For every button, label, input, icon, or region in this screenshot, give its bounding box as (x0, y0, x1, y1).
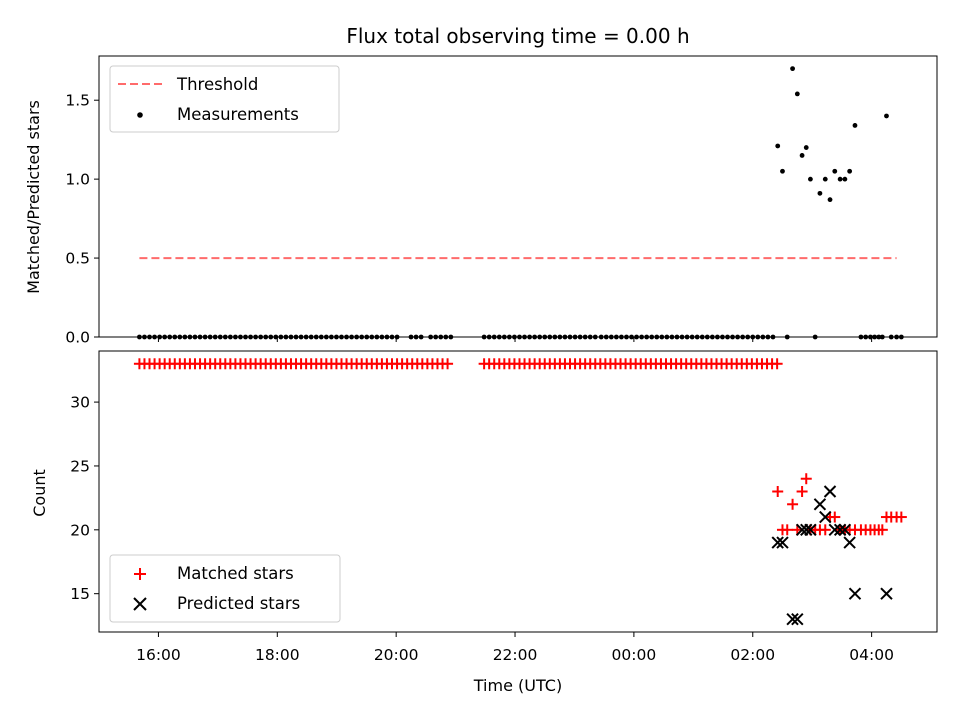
measurement-point (808, 176, 813, 182)
legend-threshold-label: Threshold (176, 75, 258, 94)
legend-predicted-swatch (133, 597, 147, 611)
bottom-x-tick-label: 20:00 (374, 646, 419, 664)
matched-star-marker (876, 524, 888, 536)
measurement-point (822, 176, 828, 182)
top-panel: 0.0 0.5 1.0 1.5 Matched/Predicted stars Thr… (24, 55, 938, 347)
legend-matched-swatch (134, 568, 146, 580)
bottom-x-ticks: 16:00 18:00 20:00 22:00 00:00 02:00 04:00 (136, 632, 894, 664)
bottom-x-tick-label: 04:00 (849, 646, 894, 664)
bottom-legend-box (109, 554, 341, 623)
predicted-star-marker (771, 536, 784, 549)
bottom-y-tick-label: 15 (70, 585, 90, 603)
bottom-y-ticks: 15 20 25 30 (70, 394, 99, 603)
predicted-star-marker (823, 485, 837, 498)
measurement-point (837, 176, 843, 182)
matched-star-marker (800, 473, 812, 485)
top-y-tick-label: 1.5 (65, 92, 90, 110)
matched-star-marker (771, 358, 783, 370)
bottom-legend: Matched stars Predicted stars (109, 554, 341, 623)
top-legend-box (109, 65, 340, 133)
matched-star-marker (796, 486, 808, 497)
predicted-star-marker (804, 523, 817, 537)
matched-star-marker (442, 358, 454, 370)
top-y-axis-label: Matched/Predicted stars (24, 100, 43, 294)
top-axes-frame (98, 55, 938, 338)
bottom-x-tick-label: 18:00 (255, 646, 300, 664)
top-x-ticks (157, 337, 873, 342)
bottom-y-axis-label: Count (30, 469, 49, 517)
legend-matched-label: Matched stars (177, 564, 294, 583)
measurement-point (842, 176, 848, 182)
measurement-point (775, 143, 781, 149)
bottom-x-tick-label: 22:00 (493, 646, 538, 664)
predicted-star-marker (838, 523, 852, 537)
top-legend: Threshold Measurements (109, 65, 340, 133)
measurement-point (847, 168, 853, 174)
measurement-point (794, 91, 800, 97)
x-axis-label: Time (UTC) (473, 676, 562, 695)
predicted-star-marker (786, 613, 799, 626)
predicted-star-marker (791, 613, 804, 626)
legend-measurements-label: Measurements (177, 105, 299, 124)
bottom-y-tick-label: 20 (70, 521, 90, 539)
bottom-x-tick-label: 16:00 (136, 646, 181, 664)
matched-star-marker (829, 511, 841, 523)
predicted-star-marker (833, 523, 847, 537)
measurement-point (884, 113, 889, 119)
measurement-point (832, 168, 838, 174)
measurement-point (817, 190, 823, 196)
measurement-point (780, 168, 785, 174)
top-y-tick-label: 0.0 (65, 329, 90, 347)
measurement-point (790, 66, 795, 72)
top-y-tick-label: 1.0 (65, 171, 90, 189)
measurement-point (803, 145, 809, 150)
bottom-x-tick-label: 00:00 (612, 646, 657, 664)
bottom-y-tick-label: 30 (70, 394, 90, 412)
predicted-star-marker (776, 536, 789, 549)
bottom-panel: 16:00 18:00 20:00 22:00 00:00 02:00 04:00 15 20… (30, 350, 938, 695)
bottom-x-tick-label: 02:00 (730, 646, 775, 664)
chart-title: Flux total observing time = 0.00 h (346, 24, 689, 48)
bottom-y-tick-label: 25 (70, 457, 90, 475)
top-y-tick-label: 0.5 (65, 250, 90, 268)
measurement-point (799, 153, 805, 158)
predicted-star-marker (828, 523, 841, 537)
measurement-point (852, 123, 858, 128)
matched-star-marker (781, 524, 793, 536)
predicted-star-marker (800, 523, 813, 537)
predicted-star-marker (819, 510, 832, 524)
predicted-star-marker (848, 587, 862, 600)
matched-star-marker (772, 486, 784, 497)
top-y-ticks: 0.0 0.5 1.0 1.5 (65, 92, 99, 347)
matched-star-marker (787, 498, 799, 510)
predicted-star-marker (843, 536, 856, 549)
legend-predicted-label: Predicted stars (177, 594, 300, 613)
bottom-plot-area (133, 358, 907, 626)
measurement-point (827, 197, 833, 203)
matched-star-marker (895, 511, 907, 523)
legend-measurements-swatch (137, 112, 143, 118)
predicted-star-marker (880, 587, 893, 600)
matched-star-marker (819, 524, 831, 536)
predicted-star-marker (813, 498, 827, 511)
bottom-axes-frame (98, 350, 938, 633)
